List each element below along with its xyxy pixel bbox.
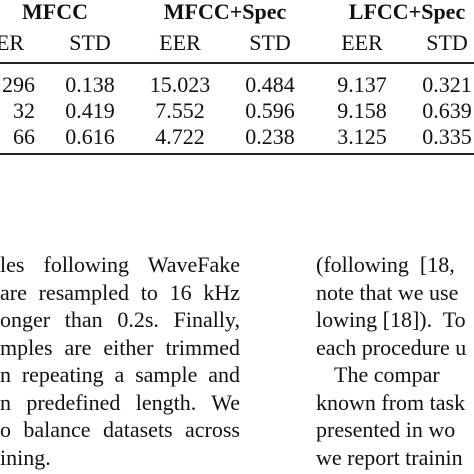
text-line: n predefined length. We xyxy=(0,389,240,415)
column-header: ER xyxy=(0,30,25,55)
table-rule xyxy=(0,62,474,64)
table-cell: 0.484 xyxy=(245,72,295,97)
table-cell: 15.023 xyxy=(149,72,211,97)
table-cell: 0.138 xyxy=(65,72,115,97)
table-rule xyxy=(0,153,474,155)
text-line: we report trainin xyxy=(316,444,463,470)
column-header: STD xyxy=(69,30,111,55)
text-line: lowing [18]). To xyxy=(316,307,466,332)
table-cell: 0.639 xyxy=(422,98,472,123)
text-line: les following WaveFake xyxy=(0,252,240,277)
table-cell: 9.137 xyxy=(337,72,387,97)
table-cell: 7.552 xyxy=(155,98,205,123)
table-cell: 0.321 xyxy=(422,72,472,97)
text-line: n repeating a sample and xyxy=(0,362,240,387)
text-line: each procedure u xyxy=(316,334,467,360)
column-header: STD xyxy=(249,30,291,55)
table-cell: 296 xyxy=(2,72,35,97)
table-cell: 0.238 xyxy=(245,124,295,149)
column-header: EER xyxy=(159,30,201,55)
text-line: known from task xyxy=(316,389,466,415)
column-group-header: MFCC xyxy=(22,0,88,24)
table-cell: 9.158 xyxy=(337,98,387,123)
text-line: are resampled to 16 kHz xyxy=(0,279,240,305)
table-cell: 0.335 xyxy=(422,124,472,149)
table-cell: 0.616 xyxy=(65,124,115,149)
text-line: mples are either trimmed xyxy=(0,334,240,360)
column-group-header: MFCC+Spec xyxy=(163,0,287,24)
text-line: The compar xyxy=(334,362,440,387)
text-line: (following [18, xyxy=(316,252,455,277)
text-line: note that we use xyxy=(316,279,459,305)
column-header: EER xyxy=(341,30,383,55)
text-line: presented in wo xyxy=(316,417,456,442)
text-line: onger than 0.2s. Finally, xyxy=(0,307,240,332)
table-cell: 3.125 xyxy=(337,124,387,149)
column-header: STD xyxy=(426,30,468,55)
table-cell: 4.722 xyxy=(155,124,205,149)
table-cell: 32 xyxy=(13,98,35,123)
text-line: o balance datasets across xyxy=(0,417,240,442)
table-cell: 0.419 xyxy=(65,98,115,123)
table-cell: 0.596 xyxy=(245,98,295,123)
column-group-header: LFCC+Spec xyxy=(348,0,466,24)
text-line: ining. xyxy=(0,444,51,470)
table-cell: 66 xyxy=(13,124,35,149)
